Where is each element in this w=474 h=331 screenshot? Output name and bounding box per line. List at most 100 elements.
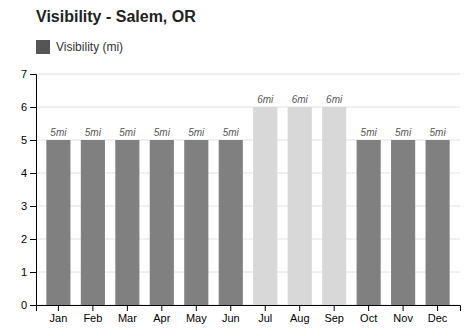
y-tick: 1 <box>21 266 36 278</box>
data-label: 6mi <box>292 94 309 105</box>
grid-line <box>36 74 460 75</box>
bar <box>150 140 174 305</box>
bars <box>46 107 449 305</box>
legend-label: Visibility (mi) <box>56 40 123 54</box>
x-tick-mark <box>437 305 438 311</box>
x-tick: Jul <box>258 305 272 324</box>
y-tick: 3 <box>21 200 36 212</box>
y-tick: 2 <box>21 233 36 245</box>
y-tick-label: 3 <box>21 200 27 212</box>
bar <box>81 140 105 305</box>
y-tick: 6 <box>21 101 36 113</box>
y-tick-mark <box>30 74 36 75</box>
chart-svg: Visibility - Salem, OR Visibility (mi) 0 1 2… <box>0 0 474 331</box>
legend: Visibility (mi) <box>36 40 123 54</box>
y-tick-mark <box>30 305 36 306</box>
y-axis-line <box>30 75 37 306</box>
x-tick: Sep <box>324 305 344 324</box>
bar <box>391 140 415 305</box>
x-tick-label: Feb <box>83 312 102 324</box>
x-tick-label: Apr <box>153 312 170 324</box>
y-tick-mark <box>30 107 36 108</box>
y-tick: 0 <box>21 299 36 311</box>
x-tick: Nov <box>393 305 413 324</box>
bar <box>219 140 243 305</box>
x-tick-label: Nov <box>393 312 413 324</box>
x-tick-label: Oct <box>360 312 377 324</box>
x-tick: Jan <box>50 305 68 324</box>
x-tick-mark <box>403 305 404 311</box>
x-tick-mark <box>299 305 300 311</box>
y-tick-mark <box>30 140 36 141</box>
y-tick: 5 <box>21 134 36 146</box>
y-tick-mark <box>30 206 36 207</box>
legend-swatch <box>36 40 50 54</box>
grid <box>36 74 460 305</box>
data-label: 6mi <box>257 94 274 105</box>
chart-container: Visibility - Salem, OR Visibility (mi) 0 1 2… <box>0 0 474 331</box>
bar <box>184 140 208 305</box>
plot: 0 1 2 3 4 5 6 7 Jan Feb Mar Apr May Jun Jul Aug Sep Oct No… <box>21 68 461 324</box>
y-tick: 7 <box>21 68 36 80</box>
x-tick-mark <box>230 305 231 311</box>
y-tick-label: 5 <box>21 134 27 146</box>
x-tick: Jun <box>222 305 240 324</box>
x-tick-mark <box>127 305 128 311</box>
y-axis: 0 1 2 3 4 5 6 7 <box>21 68 37 311</box>
x-axis: Jan Feb Mar Apr May Jun Jul Aug Sep Oct Nov Dec <box>37 305 461 324</box>
data-label: 5mi <box>188 127 205 138</box>
grid-line <box>36 107 460 108</box>
bar <box>115 140 139 305</box>
title: Visibility - Salem, OR <box>36 8 196 25</box>
bar <box>322 107 346 305</box>
x-tick-label: Jan <box>50 312 68 324</box>
x-tick: Oct <box>360 305 377 324</box>
data-label: 5mi <box>223 127 240 138</box>
x-tick-mark <box>196 305 197 311</box>
bar <box>426 140 450 305</box>
bar <box>357 140 381 305</box>
x-tick: Aug <box>290 305 310 324</box>
x-tick: Feb <box>83 305 102 324</box>
data-label: 5mi <box>50 127 67 138</box>
data-label: 5mi <box>154 127 171 138</box>
y-tick-label: 6 <box>21 101 27 113</box>
x-tick-label: Mar <box>118 312 137 324</box>
x-tick-mark <box>58 305 59 311</box>
y-tick-label: 4 <box>21 167 27 179</box>
data-label: 5mi <box>119 127 136 138</box>
x-tick-label: Aug <box>290 312 310 324</box>
x-tick-mark <box>334 305 335 311</box>
x-tick: May <box>186 305 207 324</box>
x-tick-mark <box>265 305 266 311</box>
data-labels: 5mi 5mi 5mi 5mi 5mi 5mi 6mi 6mi 6mi 5mi 5mi 5mi <box>50 94 446 138</box>
y-tick: 4 <box>21 167 36 179</box>
data-label: 6mi <box>326 94 343 105</box>
bar <box>46 140 70 305</box>
data-label: 5mi <box>85 127 102 138</box>
y-tick-mark <box>30 272 36 273</box>
y-tick-label: 1 <box>21 266 27 278</box>
x-tick-label: Jul <box>258 312 272 324</box>
x-tick: Dec <box>428 305 448 324</box>
bar <box>253 107 277 305</box>
x-tick-mark <box>161 305 162 311</box>
data-label: 5mi <box>361 127 378 138</box>
y-tick-label: 0 <box>21 299 27 311</box>
bar <box>288 107 312 305</box>
x-tick-label: Sep <box>324 312 344 324</box>
y-tick-mark <box>30 173 36 174</box>
y-tick-mark <box>30 239 36 240</box>
x-tick-mark <box>368 305 369 311</box>
x-tick-label: May <box>186 312 207 324</box>
x-tick-label: Dec <box>428 312 448 324</box>
y-tick-label: 2 <box>21 233 27 245</box>
data-label: 5mi <box>430 127 447 138</box>
y-tick-label: 7 <box>21 68 27 80</box>
x-tick: Apr <box>153 305 170 324</box>
x-axis-line <box>37 306 461 312</box>
x-tick-mark <box>92 305 93 311</box>
x-tick: Mar <box>118 305 137 324</box>
x-tick-label: Jun <box>222 312 240 324</box>
data-label: 5mi <box>395 127 412 138</box>
